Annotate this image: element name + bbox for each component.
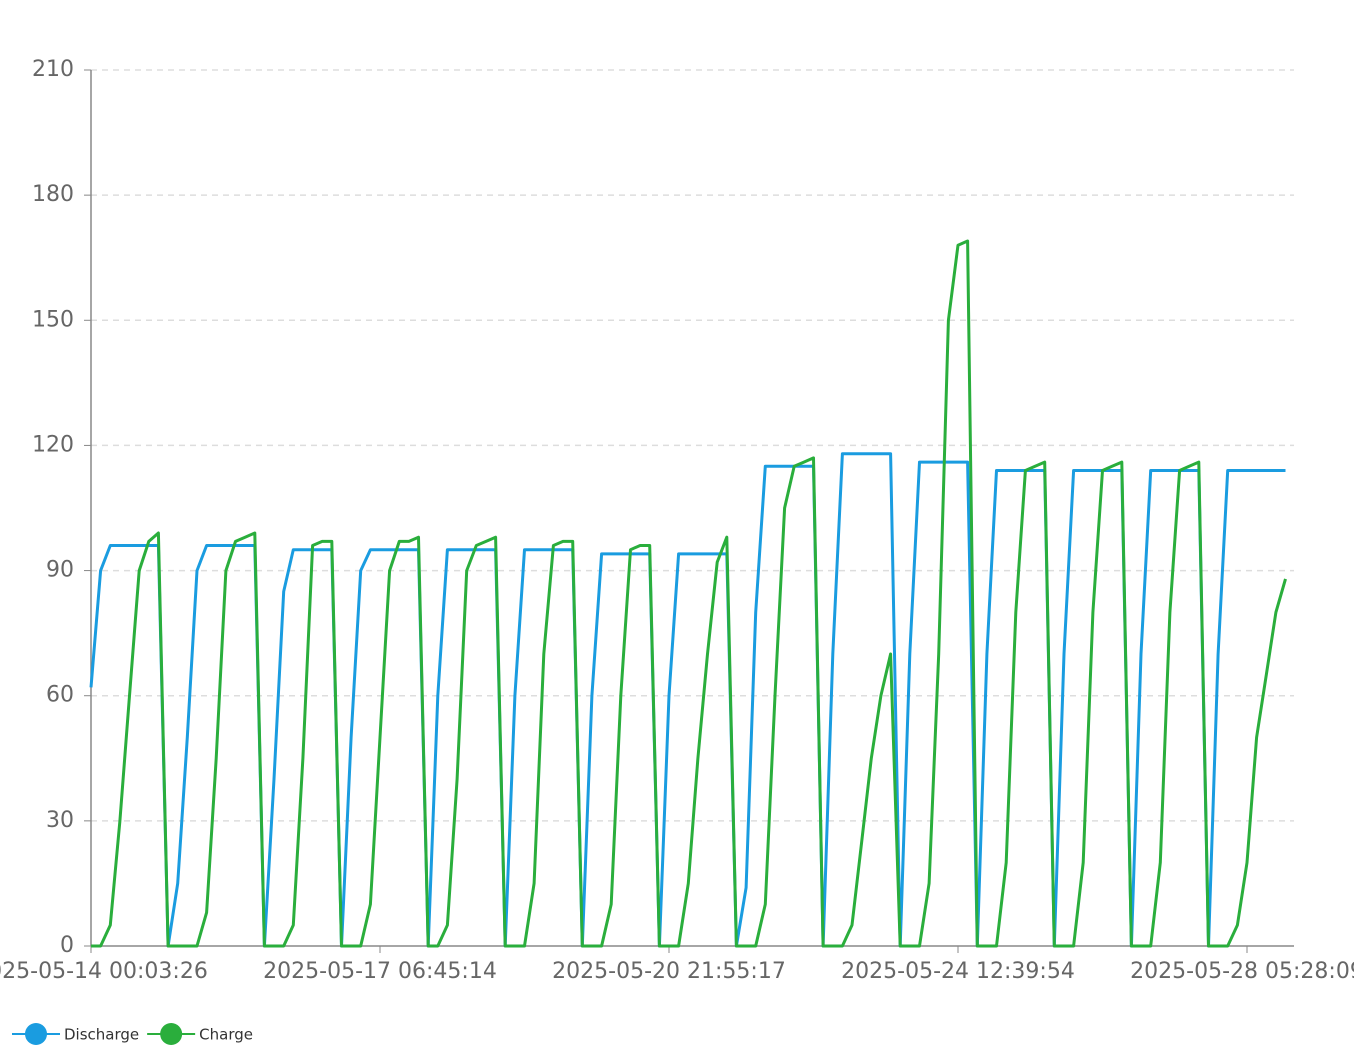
legend-label: Charge [199,1026,253,1044]
y-tick-label: 150 [32,307,74,332]
y-tick-label: 60 [46,683,74,708]
legend-marker [160,1023,183,1045]
y-tick-label: 120 [32,432,74,457]
y-tick-label: 210 [32,57,74,82]
series-line [89,452,1286,948]
y-tick-label: 0 [60,933,74,958]
y-tick-label: 30 [46,808,74,833]
x-tick-label: 2025-05-28 05:28:09 [1130,959,1354,984]
y-tick-label: 180 [32,182,74,207]
legend-marker [25,1023,47,1045]
x-tick-label: 2025-05-24 12:39:54 [841,959,1075,984]
legend-label: Discharge [64,1026,139,1044]
series-line [91,239,1287,948]
x-tick-label: 2025-05-17 06:45:14 [263,959,497,984]
x-tick-label: 2025-05-14 00:03:26 [0,959,208,984]
x-tick-label: 2025-05-20 21:55:17 [552,959,786,984]
y-tick-label: 90 [46,558,74,583]
